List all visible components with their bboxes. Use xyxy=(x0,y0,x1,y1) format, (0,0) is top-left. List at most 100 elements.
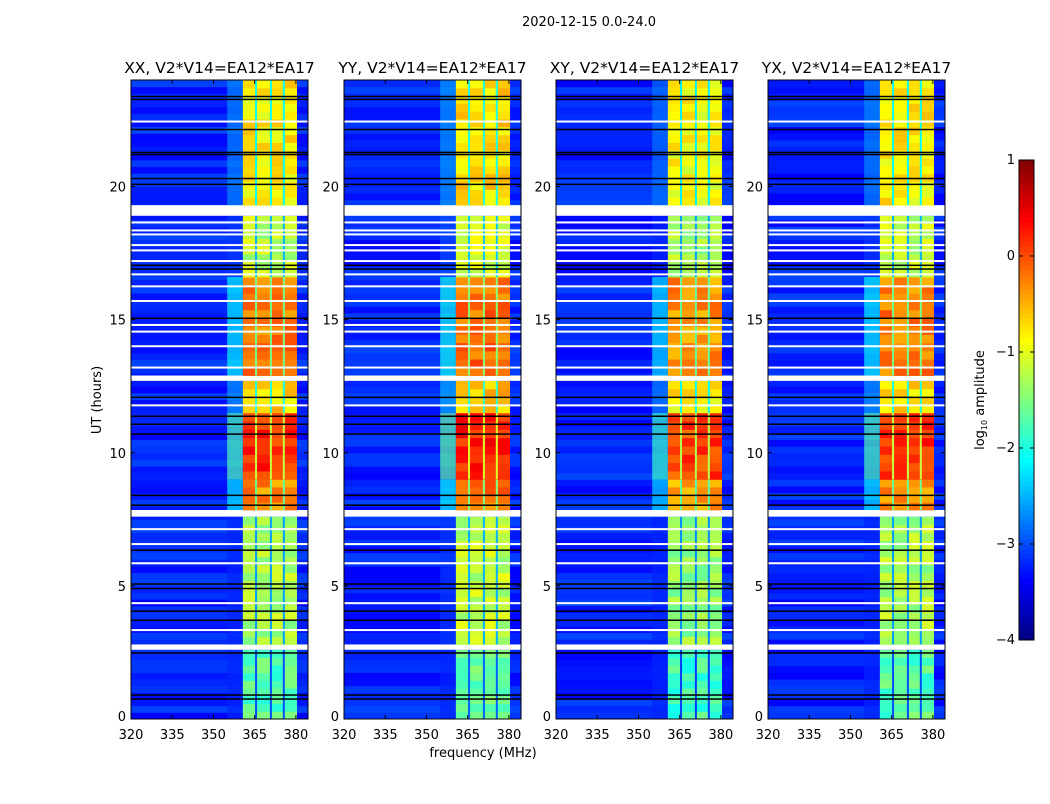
subband-cell xyxy=(455,437,470,447)
heatmap-background-cell xyxy=(131,179,308,187)
subband-cell xyxy=(695,412,709,422)
subband-cell xyxy=(496,404,511,414)
subband-cell xyxy=(695,620,709,629)
subband-gap xyxy=(495,277,498,376)
subband-cell xyxy=(483,437,497,447)
heatmap-background-cell xyxy=(131,486,308,494)
heatmap-background-cell xyxy=(768,419,945,427)
subband-cell xyxy=(455,471,470,480)
subband-cell xyxy=(667,238,682,247)
band-shoulder-cell xyxy=(864,215,880,278)
subband-gap xyxy=(255,412,258,480)
subband-gap xyxy=(269,649,272,719)
heatmap-background-cell xyxy=(344,492,521,500)
flagged-line xyxy=(131,273,308,276)
subband-cell xyxy=(879,367,894,376)
heatmap-background-cell xyxy=(131,612,308,620)
subband-cell xyxy=(879,454,894,464)
heatmap-background-cell xyxy=(131,592,308,600)
subband-cell xyxy=(879,189,894,198)
subband-cell xyxy=(907,628,921,637)
subband-cell xyxy=(469,604,484,613)
subband-cell xyxy=(695,166,709,175)
subband-cell xyxy=(879,437,894,447)
colorbar-swatch xyxy=(1019,270,1034,276)
subband-cell xyxy=(270,688,284,697)
heatmap-background-cell xyxy=(556,386,733,394)
subband-cell xyxy=(256,87,271,97)
subband-cell xyxy=(483,367,497,376)
heatmap-background-cell xyxy=(344,332,521,341)
axes-frame xyxy=(767,79,946,720)
flagged-segment xyxy=(131,205,308,216)
subband-cell xyxy=(256,215,271,224)
heatmap-background-cell xyxy=(344,106,521,114)
subband-cell xyxy=(920,703,935,712)
heatmap-background-cell xyxy=(556,712,733,719)
subband-cell xyxy=(681,334,696,344)
subband-cell xyxy=(893,277,908,286)
subband-cell xyxy=(483,596,497,605)
colorbar-swatch xyxy=(1019,558,1034,564)
colorbar-swatch xyxy=(1019,616,1034,622)
dropout-line xyxy=(131,415,308,418)
panel-title: YY, V2*V14=EA12*EA17 xyxy=(337,59,526,77)
flagged-line xyxy=(131,120,308,123)
subband-cell xyxy=(907,516,921,526)
subband-cell xyxy=(283,695,298,705)
subband-cell xyxy=(695,350,709,360)
y-tick-label: 0 xyxy=(755,710,763,725)
heatmap-background-cell xyxy=(131,113,308,121)
heatmap-background-cell xyxy=(556,652,733,660)
subband-cell xyxy=(879,479,894,488)
subband-cell xyxy=(455,350,470,360)
colorbar-tick-label: −2 xyxy=(996,441,1015,456)
colorbar-swatch xyxy=(1019,428,1034,435)
dropout-line xyxy=(556,128,733,131)
subband-cell xyxy=(455,215,470,224)
subband-cell xyxy=(483,223,497,232)
subband-cell xyxy=(256,285,271,294)
colorbar-swatch xyxy=(1019,241,1034,247)
flagged-line xyxy=(768,345,945,348)
subband-cell xyxy=(496,548,511,557)
flagged-line xyxy=(344,233,521,236)
subband-cell xyxy=(283,572,298,581)
subband-cell xyxy=(455,711,470,719)
subband-cell xyxy=(667,437,682,447)
panel-title: XX, V2*V14=EA12*EA17 xyxy=(124,59,315,77)
subband-cell xyxy=(667,612,682,621)
subband-cell xyxy=(893,412,908,422)
heatmap-background-cell xyxy=(768,386,945,394)
subband-cell xyxy=(667,126,682,136)
subband-cell xyxy=(242,301,257,311)
heatmap-background-cell xyxy=(768,579,945,587)
heatmap-background-cell xyxy=(556,166,733,174)
subband-cell xyxy=(708,87,723,97)
subband-cell xyxy=(708,494,723,503)
subband-cell xyxy=(496,680,511,689)
colorbar-swatch xyxy=(1019,409,1034,415)
x-tick-label: 380 xyxy=(496,728,521,743)
subband-cell xyxy=(283,665,298,674)
subband-cell xyxy=(893,158,908,167)
subband-cell xyxy=(270,412,284,422)
dropout-line xyxy=(768,317,945,320)
subband-cell xyxy=(483,588,497,597)
subband-cell xyxy=(893,636,908,645)
subband-cell xyxy=(907,672,921,681)
subband-cell xyxy=(907,285,921,294)
subband-cell xyxy=(920,628,935,637)
subband-cell xyxy=(708,711,723,719)
subband-cell xyxy=(879,680,894,689)
subband-cell xyxy=(708,588,723,597)
subband-cell xyxy=(496,197,511,206)
subband-cell xyxy=(496,285,511,294)
subband-cell xyxy=(496,688,511,697)
subband-gap xyxy=(906,215,909,278)
colorbar-swatch xyxy=(1019,160,1034,166)
colorbar-swatch xyxy=(1019,582,1034,588)
colorbar-swatch xyxy=(1019,515,1034,521)
flagged-line xyxy=(131,260,308,263)
dropout-line xyxy=(344,494,521,497)
